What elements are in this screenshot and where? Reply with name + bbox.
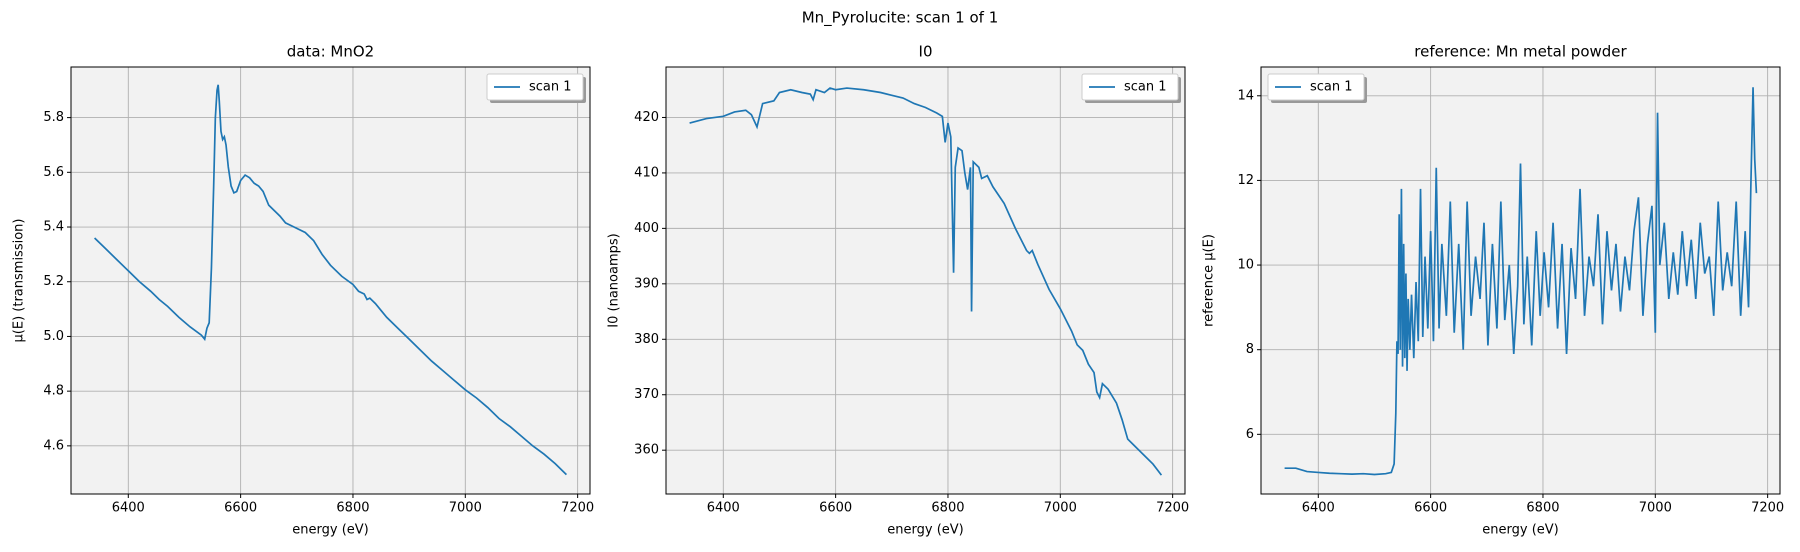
data-line — [689, 87, 1163, 476]
y-tick-label: 380 — [634, 332, 659, 347]
x-tick-label: 6400 — [112, 501, 145, 516]
y-axis-label: I0 (nanoamps) — [607, 233, 622, 327]
subplot-title: data: MnO2 — [287, 43, 374, 61]
plot-content — [689, 87, 1163, 476]
legend-box — [486, 73, 584, 101]
figure-title: Mn_Pyrolucite: scan 1 of 1 — [802, 9, 999, 28]
legend-label: scan 1 — [1124, 80, 1167, 95]
x-tick-label: 6600 — [224, 501, 257, 516]
plot-content — [93, 84, 568, 476]
y-tick-label: 5.8 — [43, 110, 64, 125]
y-tick-label: 8 — [1246, 342, 1254, 357]
data-line — [1284, 87, 1758, 476]
subplot: 6400 6600 6800 7000 7200 6 8 10 12 14 reference: M… — [1202, 43, 1785, 538]
axes-frame — [665, 66, 1186, 495]
y-tick-label: 420 — [634, 110, 659, 125]
x-tick-label: 7200 — [561, 501, 594, 516]
data-line — [93, 84, 568, 476]
subplot: 6400 6600 6800 7000 7200 360 370 380 390 400 410 42… — [607, 43, 1190, 538]
plot-content — [1284, 87, 1758, 476]
y-tick-label: 390 — [634, 276, 659, 291]
y-tick-label: 4.8 — [43, 384, 64, 399]
subplot-title: reference: Mn metal powder — [1414, 43, 1627, 61]
y-tick-label: 360 — [634, 443, 659, 458]
x-tick-label: 7000 — [1639, 501, 1672, 516]
y-tick-label: 5.6 — [43, 165, 64, 180]
x-tick-label: 6600 — [1414, 501, 1447, 516]
y-tick-label: 5.2 — [43, 274, 64, 289]
y-tick-label: 12 — [1237, 173, 1254, 188]
x-tick-label: 7000 — [1044, 501, 1077, 516]
x-axis-label: energy (eV) — [1482, 523, 1558, 538]
y-tick-label: 4.6 — [43, 438, 64, 453]
y-tick-label: 410 — [634, 165, 659, 180]
y-tick-label: 6 — [1246, 427, 1254, 442]
legend-box — [1267, 73, 1365, 101]
y-axis-label: reference μ(E) — [1202, 234, 1217, 327]
x-tick-label: 6400 — [707, 501, 740, 516]
x-tick-label: 6800 — [1526, 501, 1559, 516]
y-tick-label: 400 — [634, 221, 659, 236]
axes-frame — [70, 66, 591, 495]
x-tick-label: 7200 — [1751, 501, 1784, 516]
legend-label: scan 1 — [529, 80, 572, 95]
y-tick-label: 370 — [634, 387, 659, 402]
legend-box — [1081, 73, 1179, 101]
x-tick-label: 6800 — [336, 501, 369, 516]
y-tick-label: 10 — [1237, 258, 1254, 273]
x-tick-label: 6400 — [1302, 501, 1335, 516]
x-axis-label: energy (eV) — [887, 523, 963, 538]
x-tick-label: 7000 — [449, 501, 482, 516]
axes-frame — [1260, 66, 1781, 495]
subplot: 6400 6600 6800 7000 7200 4.6 4.8 5.0 5.2 5.4 5.6 5.… — [12, 43, 595, 538]
plot-area — [666, 67, 1185, 494]
y-axis-label: μ(E) (transmission) — [12, 219, 27, 343]
plot-area — [1261, 67, 1780, 494]
subplot-title: I0 — [919, 43, 933, 61]
x-tick-label: 7200 — [1156, 501, 1189, 516]
x-tick-label: 6600 — [819, 501, 852, 516]
legend-label: scan 1 — [1310, 80, 1353, 95]
y-tick-label: 5.0 — [43, 329, 64, 344]
y-tick-label: 14 — [1237, 88, 1254, 103]
y-tick-label: 5.4 — [43, 220, 64, 235]
x-tick-label: 6800 — [931, 501, 964, 516]
plot-area — [71, 67, 590, 494]
x-axis-label: energy (eV) — [292, 523, 368, 538]
